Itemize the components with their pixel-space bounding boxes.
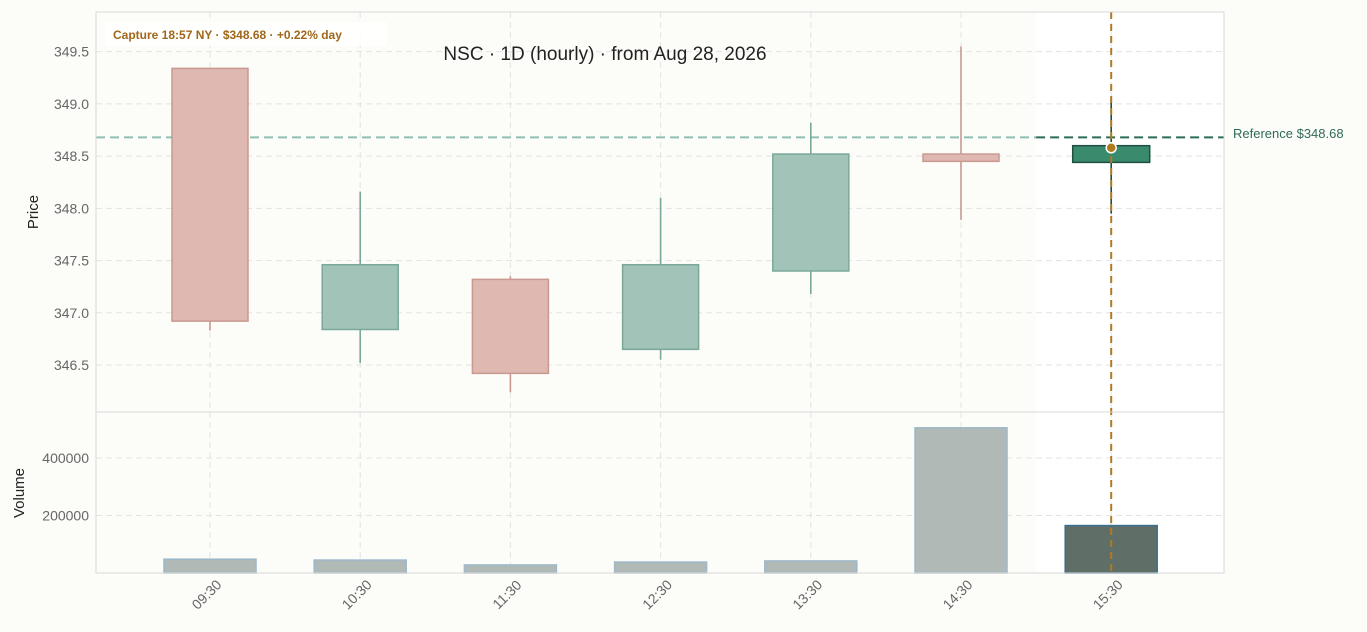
price-tick-label: 347.0 bbox=[54, 305, 89, 321]
axes bbox=[95, 11, 1225, 574]
price-tick-label: 347.5 bbox=[54, 253, 89, 269]
volume-tick-label: 200000 bbox=[42, 508, 89, 524]
price-tick-label: 348.0 bbox=[54, 200, 89, 216]
candle-body bbox=[321, 263, 399, 331]
candle-body bbox=[171, 67, 249, 322]
volume-panel-frame bbox=[95, 411, 1225, 574]
candle-body bbox=[922, 153, 1000, 163]
x-tick-label: 12:30 bbox=[639, 576, 675, 612]
capture-marker-group bbox=[1105, 12, 1117, 573]
x-tick-label: 14:30 bbox=[939, 576, 975, 612]
candle-body bbox=[471, 278, 550, 375]
x-tick-label: 13:30 bbox=[789, 576, 825, 612]
volume-bar bbox=[764, 560, 858, 574]
candle-body bbox=[772, 153, 850, 272]
capture-badge bbox=[105, 22, 387, 46]
chart-title: NSC · 1D (hourly) · from Aug 28, 2026 bbox=[443, 44, 766, 65]
highlight-background-group bbox=[1036, 12, 1224, 573]
volume-bar bbox=[613, 561, 708, 574]
x-tick-label: 09:30 bbox=[188, 576, 224, 612]
last-price-marker bbox=[1105, 142, 1117, 154]
price-tick-label: 346.5 bbox=[54, 357, 89, 373]
candles bbox=[171, 46, 1151, 393]
x-tick-label: 10:30 bbox=[339, 576, 375, 612]
price-tick-label: 349.5 bbox=[54, 44, 89, 60]
highlight-column bbox=[1036, 12, 1224, 573]
volume-bar bbox=[463, 564, 558, 574]
capture-badge-text: Capture 18:57 NY · $348.68 · +0.22% day bbox=[113, 28, 342, 42]
volume-axis-title: Volume bbox=[11, 468, 28, 518]
volume-panel-background bbox=[96, 412, 1224, 573]
volume-tick-label: 400000 bbox=[42, 450, 89, 466]
volume-bar bbox=[914, 427, 1008, 574]
price-axis-title: Price bbox=[25, 195, 42, 229]
x-tick-label: 15:30 bbox=[1090, 576, 1126, 612]
reference-label: Reference $348.68 bbox=[1233, 126, 1344, 141]
volume-bar bbox=[163, 558, 257, 574]
candle-body bbox=[621, 263, 700, 351]
price-tick-label: 349.0 bbox=[54, 96, 89, 112]
x-tick-label: 11:30 bbox=[489, 577, 525, 613]
volume-bars bbox=[163, 427, 1158, 574]
price-tick-label: 348.5 bbox=[54, 148, 89, 164]
volume-bar bbox=[313, 559, 407, 574]
